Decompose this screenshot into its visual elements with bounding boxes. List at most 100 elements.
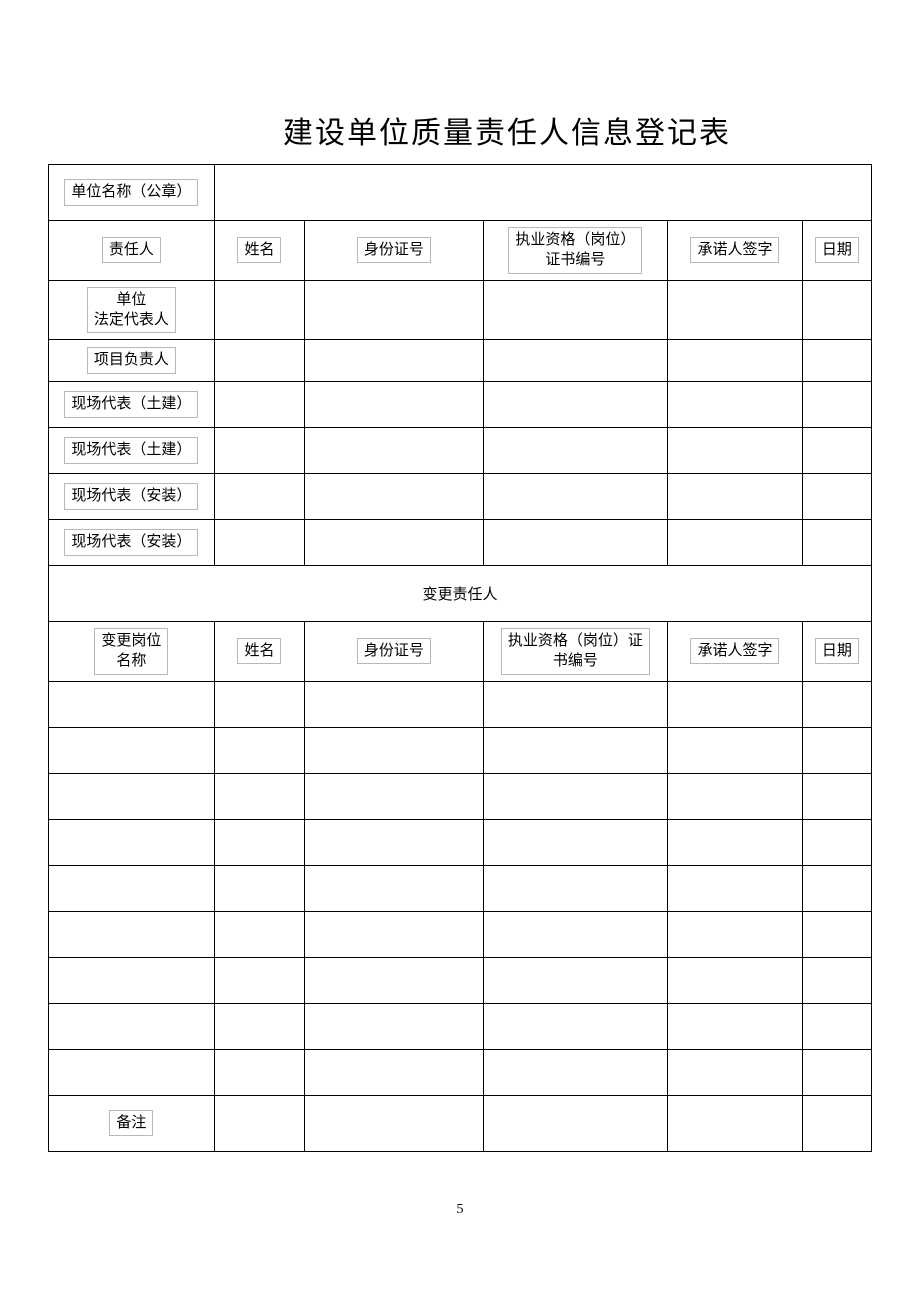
change-cell bbox=[802, 911, 871, 957]
role-date-cell bbox=[802, 280, 871, 340]
header-qual: 执业资格（岗位）证书编号 bbox=[508, 227, 642, 274]
change-cell bbox=[214, 1003, 304, 1049]
header2-sign: 承诺人签字 bbox=[690, 638, 779, 664]
header2-id-cell: 身份证号 bbox=[305, 622, 483, 682]
change-cell bbox=[49, 681, 215, 727]
change-row bbox=[49, 819, 872, 865]
header-sign: 承诺人签字 bbox=[690, 237, 779, 263]
change-cell bbox=[483, 957, 668, 1003]
change-cell bbox=[483, 1049, 668, 1095]
change-cell bbox=[668, 1049, 802, 1095]
change-cell bbox=[483, 911, 668, 957]
role-row: 项目负责人 bbox=[49, 340, 872, 382]
change-cell bbox=[802, 681, 871, 727]
change-cell bbox=[668, 957, 802, 1003]
role-row: 单位法定代表人 bbox=[49, 280, 872, 340]
change-cell bbox=[802, 957, 871, 1003]
change-cell bbox=[483, 773, 668, 819]
change-cell bbox=[483, 1003, 668, 1049]
role-id-cell bbox=[305, 474, 483, 520]
change-cell bbox=[668, 773, 802, 819]
role-qual-cell bbox=[483, 280, 668, 340]
change-cell bbox=[668, 1003, 802, 1049]
header-sign-cell: 承诺人签字 bbox=[668, 221, 802, 281]
change-cell bbox=[49, 1049, 215, 1095]
remark-cell bbox=[305, 1095, 483, 1151]
header2-date-cell: 日期 bbox=[802, 622, 871, 682]
change-cell bbox=[305, 865, 483, 911]
role-name-cell bbox=[214, 428, 304, 474]
role-name-cell bbox=[214, 474, 304, 520]
header2-qual: 执业资格（岗位）证书编号 bbox=[501, 628, 650, 675]
role-name-cell bbox=[214, 280, 304, 340]
change-cell bbox=[49, 957, 215, 1003]
change-cell bbox=[214, 1049, 304, 1095]
change-cell bbox=[49, 727, 215, 773]
role-qual-cell bbox=[483, 428, 668, 474]
role-row: 现场代表（安装） bbox=[49, 474, 872, 520]
change-cell bbox=[668, 819, 802, 865]
change-cell bbox=[305, 911, 483, 957]
change-cell bbox=[49, 1003, 215, 1049]
change-cell bbox=[668, 865, 802, 911]
page-number: 5 bbox=[48, 1202, 872, 1218]
change-cell bbox=[49, 773, 215, 819]
change-cell bbox=[214, 681, 304, 727]
role-row: 现场代表（安装） bbox=[49, 520, 872, 566]
change-cell bbox=[668, 681, 802, 727]
remark-cell bbox=[668, 1095, 802, 1151]
header-responsible-cell: 责任人 bbox=[49, 221, 215, 281]
role-label-cell: 现场代表（土建） bbox=[49, 382, 215, 428]
unit-name-label-cell: 单位名称（公章） bbox=[49, 165, 215, 221]
change-section-title-cell: 变更责任人 bbox=[49, 566, 872, 622]
header2-id: 身份证号 bbox=[357, 638, 431, 664]
role-label-cell: 现场代表（安装） bbox=[49, 520, 215, 566]
remark-cell bbox=[483, 1095, 668, 1151]
change-section-row: 变更责任人 bbox=[49, 566, 872, 622]
change-cell bbox=[483, 681, 668, 727]
role-sign-cell bbox=[668, 280, 802, 340]
title-row: 建设单位质量责任人信息登记表 bbox=[48, 100, 872, 164]
role-label: 单位法定代表人 bbox=[87, 287, 176, 334]
role-sign-cell bbox=[668, 382, 802, 428]
header2-qual-cell: 执业资格（岗位）证书编号 bbox=[483, 622, 668, 682]
change-cell bbox=[668, 911, 802, 957]
role-qual-cell bbox=[483, 340, 668, 382]
change-cell bbox=[305, 957, 483, 1003]
change-cell bbox=[483, 727, 668, 773]
role-label: 现场代表（土建） bbox=[64, 391, 198, 417]
role-id-cell bbox=[305, 428, 483, 474]
role-qual-cell bbox=[483, 382, 668, 428]
role-sign-cell bbox=[668, 340, 802, 382]
change-cell bbox=[214, 819, 304, 865]
role-id-cell bbox=[305, 280, 483, 340]
role-row: 现场代表（土建） bbox=[49, 428, 872, 474]
role-label: 现场代表（安装） bbox=[64, 529, 198, 555]
unit-name-label: 单位名称（公章） bbox=[64, 179, 198, 205]
header-qual-cell: 执业资格（岗位）证书编号 bbox=[483, 221, 668, 281]
change-section-title: 变更责任人 bbox=[422, 587, 497, 603]
change-row bbox=[49, 911, 872, 957]
change-cell bbox=[305, 681, 483, 727]
role-id-cell bbox=[305, 520, 483, 566]
change-cell bbox=[802, 727, 871, 773]
header2-name: 姓名 bbox=[237, 638, 281, 664]
header-responsible: 责任人 bbox=[102, 237, 161, 263]
change-cell bbox=[802, 865, 871, 911]
change-cell bbox=[49, 911, 215, 957]
change-cell bbox=[214, 865, 304, 911]
change-cell bbox=[49, 865, 215, 911]
role-name-cell bbox=[214, 382, 304, 428]
header-name: 姓名 bbox=[237, 237, 281, 263]
change-row bbox=[49, 957, 872, 1003]
change-row bbox=[49, 773, 872, 819]
change-row bbox=[49, 1003, 872, 1049]
header-id: 身份证号 bbox=[357, 237, 431, 263]
remark-row: 备注 bbox=[49, 1095, 872, 1151]
header2-name-cell: 姓名 bbox=[214, 622, 304, 682]
role-label: 现场代表（安装） bbox=[64, 483, 198, 509]
role-label-cell: 单位法定代表人 bbox=[49, 280, 215, 340]
role-id-cell bbox=[305, 382, 483, 428]
change-row bbox=[49, 681, 872, 727]
remark-label: 备注 bbox=[109, 1110, 153, 1136]
